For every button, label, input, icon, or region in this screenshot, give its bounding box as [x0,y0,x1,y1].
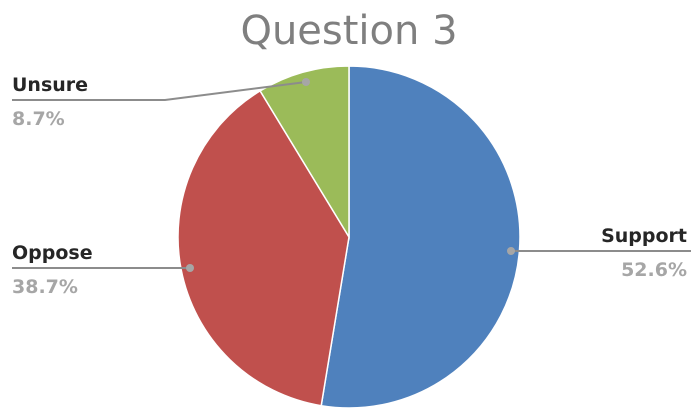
data-label-name-unsure: Unsure [12,74,88,96]
chart-title: Question 3 [240,8,457,54]
data-label-value-support: 52.6% [621,259,687,281]
pie-slice-support [321,66,520,408]
data-label-name-oppose: Oppose [12,242,93,264]
pie-slices [178,66,520,408]
data-label-name-support: Support [601,225,687,247]
data-label-value-oppose: 38.7% [12,276,78,298]
leader-dot-unsure [302,78,310,86]
data-label-value-unsure: 8.7% [12,108,65,130]
leader-dot-support [507,247,515,255]
leader-dot-oppose [186,264,194,272]
